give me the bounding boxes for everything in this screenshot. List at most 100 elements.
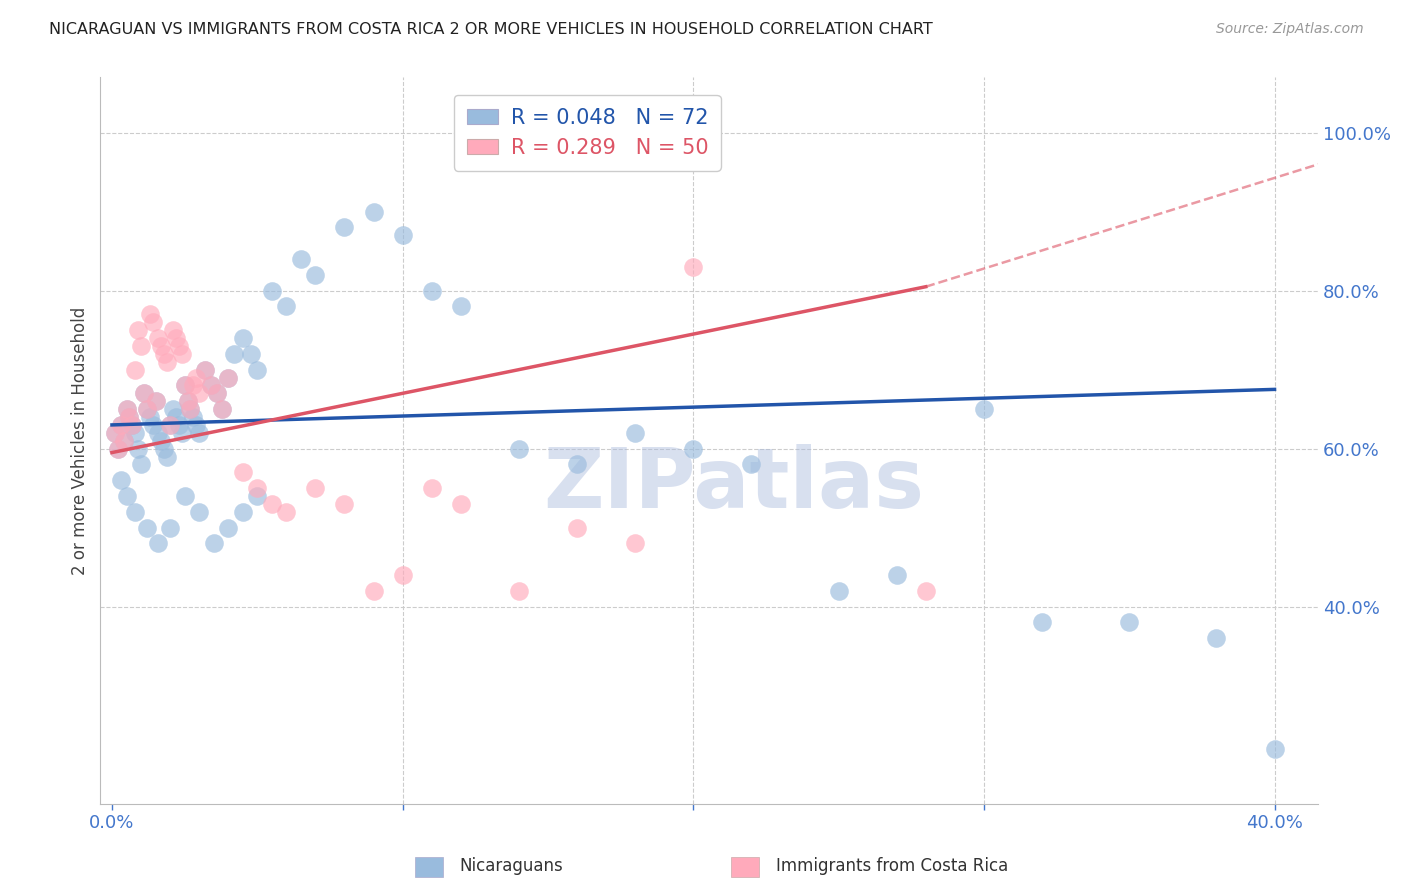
- Point: [150, 434, 173, 448]
- Point: [150, 339, 173, 353]
- Point: [420, 284, 443, 298]
- Point: [121, 417, 143, 432]
- Point: [179, 402, 201, 417]
- Point: [1205, 631, 1227, 645]
- Text: ZIPatlas: ZIPatlas: [543, 444, 924, 524]
- Point: [167, 417, 190, 432]
- Point: [132, 386, 155, 401]
- Point: [186, 417, 208, 432]
- Point: [162, 402, 184, 417]
- Point: [682, 442, 704, 456]
- Point: [165, 410, 187, 425]
- Point: [886, 568, 908, 582]
- Point: [217, 520, 239, 534]
- Point: [200, 378, 222, 392]
- Point: [222, 347, 245, 361]
- Point: [246, 489, 269, 503]
- Point: [232, 331, 254, 345]
- Point: [211, 402, 233, 417]
- Point: [115, 489, 138, 503]
- Point: [565, 520, 588, 534]
- Point: [211, 402, 233, 417]
- Point: [186, 370, 208, 384]
- Point: [135, 520, 157, 534]
- Point: [200, 378, 222, 392]
- Point: [1264, 741, 1286, 756]
- Point: [170, 347, 193, 361]
- Point: [148, 331, 170, 345]
- Point: [740, 458, 762, 472]
- Point: [139, 307, 162, 321]
- Point: [145, 394, 167, 409]
- Legend: R = 0.048   N = 72, R = 0.289   N = 50: R = 0.048 N = 72, R = 0.289 N = 50: [454, 95, 721, 170]
- Point: [127, 442, 149, 456]
- Point: [176, 394, 198, 409]
- Point: [188, 386, 211, 401]
- Point: [159, 417, 181, 432]
- Point: [124, 505, 146, 519]
- Point: [170, 425, 193, 440]
- Point: [194, 362, 217, 376]
- Point: [363, 204, 385, 219]
- Point: [148, 536, 170, 550]
- Point: [217, 370, 239, 384]
- Point: [205, 386, 228, 401]
- Point: [565, 458, 588, 472]
- Text: Nicaraguans: Nicaraguans: [460, 857, 564, 875]
- Point: [450, 300, 472, 314]
- Point: [107, 442, 129, 456]
- Point: [508, 442, 530, 456]
- Point: [129, 339, 152, 353]
- Point: [276, 300, 298, 314]
- Text: Immigrants from Costa Rica: Immigrants from Costa Rica: [776, 857, 1008, 875]
- Text: Source: ZipAtlas.com: Source: ZipAtlas.com: [1216, 22, 1364, 37]
- Point: [827, 583, 849, 598]
- Point: [135, 402, 157, 417]
- Point: [914, 583, 936, 598]
- Point: [162, 323, 184, 337]
- Point: [129, 458, 152, 472]
- Point: [217, 370, 239, 384]
- Point: [110, 473, 132, 487]
- Point: [1031, 615, 1053, 630]
- Point: [107, 442, 129, 456]
- Point: [508, 583, 530, 598]
- Point: [127, 323, 149, 337]
- Text: NICARAGUAN VS IMMIGRANTS FROM COSTA RICA 2 OR MORE VEHICLES IN HOUSEHOLD CORRELA: NICARAGUAN VS IMMIGRANTS FROM COSTA RICA…: [49, 22, 934, 37]
- Point: [624, 536, 647, 550]
- Point: [363, 583, 385, 598]
- Point: [165, 331, 187, 345]
- Point: [333, 497, 356, 511]
- Point: [110, 417, 132, 432]
- Point: [304, 268, 326, 282]
- Point: [104, 425, 127, 440]
- Y-axis label: 2 or more Vehicles in Household: 2 or more Vehicles in Household: [72, 307, 89, 574]
- Point: [276, 505, 298, 519]
- Point: [450, 497, 472, 511]
- Point: [183, 410, 205, 425]
- Point: [145, 394, 167, 409]
- Point: [973, 402, 995, 417]
- Point: [391, 568, 413, 582]
- Point: [167, 339, 190, 353]
- Point: [240, 347, 263, 361]
- Point: [202, 536, 225, 550]
- Point: [159, 417, 181, 432]
- Point: [624, 425, 647, 440]
- Point: [148, 425, 170, 440]
- Point: [232, 465, 254, 479]
- Point: [112, 434, 135, 448]
- Point: [156, 450, 179, 464]
- Point: [135, 402, 157, 417]
- Point: [124, 362, 146, 376]
- Point: [183, 378, 205, 392]
- Point: [139, 410, 162, 425]
- Point: [142, 315, 165, 329]
- Point: [333, 220, 356, 235]
- Point: [194, 362, 217, 376]
- Point: [121, 417, 143, 432]
- Point: [391, 228, 413, 243]
- Point: [1118, 615, 1140, 630]
- Point: [115, 402, 138, 417]
- Point: [118, 410, 141, 425]
